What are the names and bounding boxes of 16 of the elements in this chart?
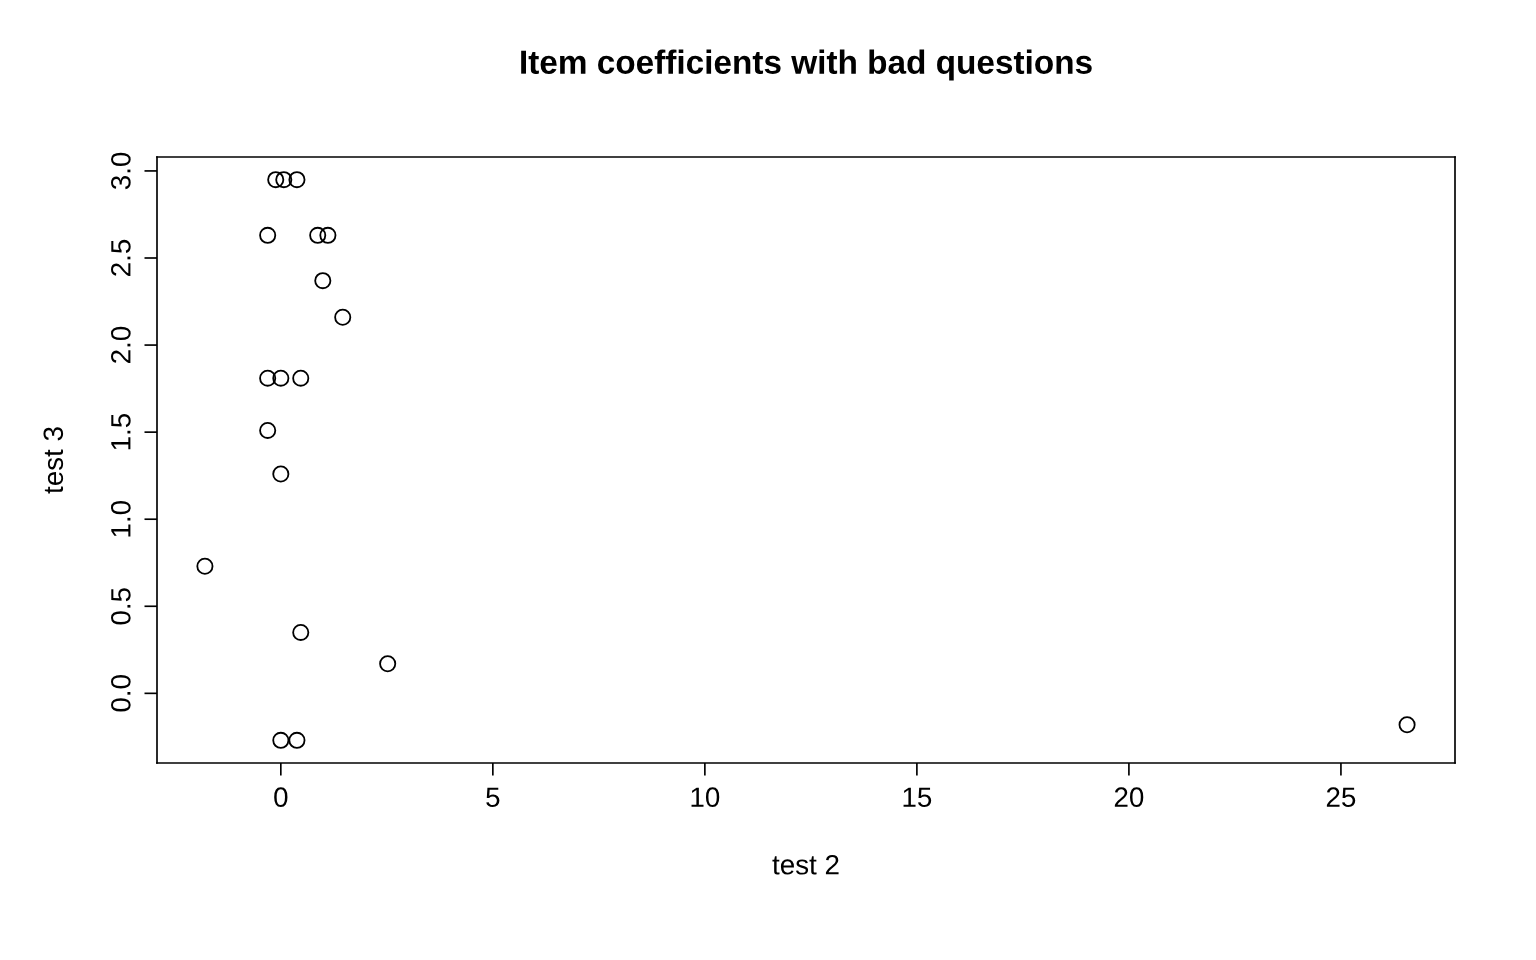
x-tick-label: 15: [903, 787, 932, 808]
x-tick-label: 10: [691, 787, 720, 808]
y-tick-label: 3.0: [111, 152, 131, 190]
y-tick-label: 0.0: [111, 675, 131, 712]
x-tick-label: 5: [486, 787, 500, 808]
x-tick-label: 0: [274, 787, 288, 808]
y-tick-label: 1.0: [111, 500, 131, 537]
y-tick-label: 2.0: [111, 326, 131, 363]
x-axis-title: test 2: [772, 854, 839, 875]
y-axis-title: test 3: [43, 427, 64, 494]
y-tick-label: 0.5: [111, 588, 131, 625]
chart-title: Item coefficients with bad questions: [521, 49, 1092, 81]
x-tick-label: 20: [1114, 787, 1144, 808]
y-tick-label: 2.5: [111, 239, 131, 276]
x-tick-label: 25: [1326, 787, 1356, 808]
y-tick-label: 1.5: [111, 413, 131, 450]
